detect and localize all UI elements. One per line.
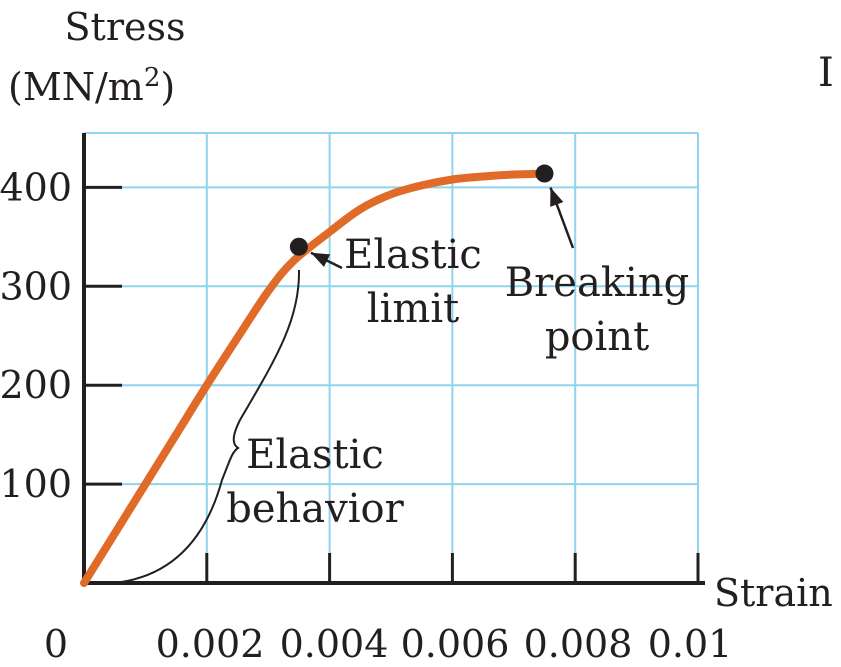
x-tick-label: 0.006 [401,622,510,666]
y-axis-unit-exponent: 2 [144,63,161,93]
elastic-limit-arrow-head [310,252,331,267]
elastic-limit-label-line: Elastic [344,232,482,278]
annotation-layer: Elastic limit Breaking point Elastic behavior [95,187,689,585]
stress-strain-curve [80,169,549,587]
x-tick-label: 0 [44,622,68,666]
grid [84,132,699,583]
breaking-point-label-line: Breaking [505,260,689,306]
x-tick-label: 0.002 [156,622,265,666]
y-tick-label: 100 [0,462,72,506]
breaking-point [535,164,554,183]
y-tick-label: 300 [0,264,72,308]
x-tick-label: 0.004 [280,622,389,666]
x-tick-label: 0.01 [648,622,733,666]
elastic-limit-label-line: limit [367,286,459,332]
y-axis-unit: (MN/m [8,65,144,109]
clipped-text: I [818,50,834,96]
y-tick-label: 200 [0,363,72,407]
y-axis-unit-close: ) [160,65,175,109]
curve-layer [80,164,554,587]
y-axis-title-line1: Stress [65,5,186,49]
tick-labels: 100 200 300 400 0 0.002 0.004 0.006 0.008 0.01 [0,165,732,666]
elastic-limit-point [289,237,308,256]
breaking-point-arrow-head [550,187,564,207]
y-tick-label: 400 [0,165,72,209]
x-tick-label: 0.008 [524,622,633,666]
y-axis-title-line2: (MN/m2) [8,63,175,109]
x-axis-title: Strain [714,571,833,615]
elastic-behavior-brace [95,269,301,585]
elastic-behavior-label-line: behavior [226,486,404,532]
breaking-point-label-line: point [545,314,649,360]
axes [82,133,705,585]
elastic-behavior-label-line: Elastic [246,432,384,478]
